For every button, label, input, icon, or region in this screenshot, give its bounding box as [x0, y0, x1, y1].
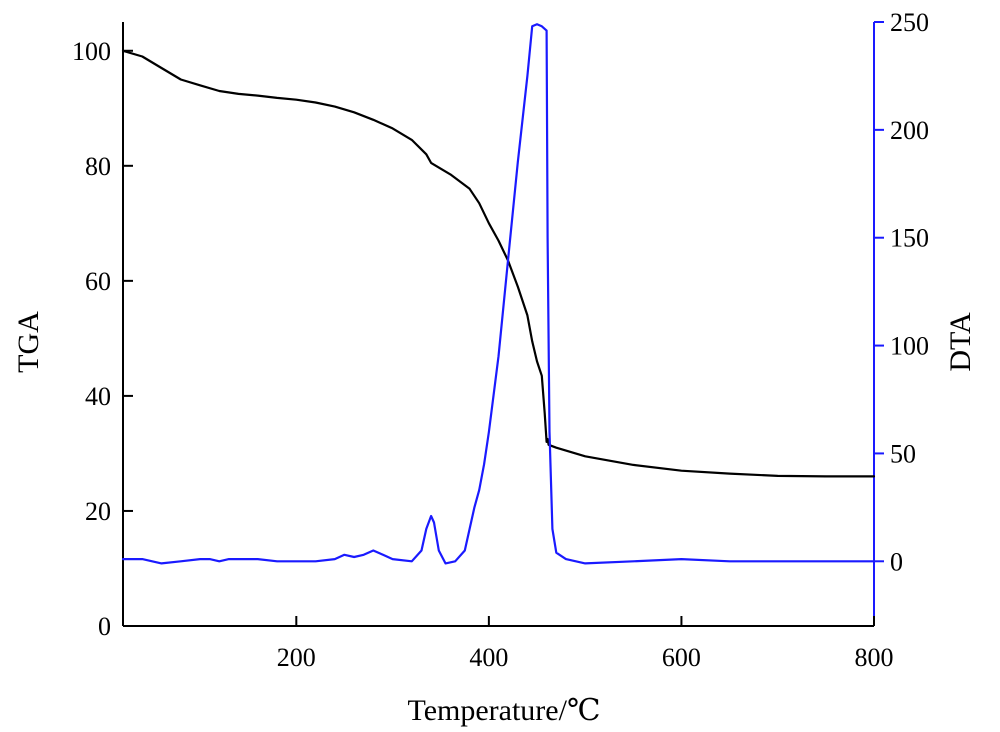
y-right-tick-label: 200 [890, 116, 929, 145]
dta-series-line [121, 23, 876, 565]
y-axis-right: 0 50 100 150 200 250 [874, 8, 929, 576]
y-right-tick-label: 150 [890, 224, 929, 253]
y-left-tick-label: 20 [85, 497, 111, 526]
y-left-tick-label: 40 [85, 382, 111, 411]
x-axis-title: Temperature/℃ [407, 694, 600, 727]
y-axis-left: 0 20 40 60 80 100 [72, 37, 133, 641]
tga-series-line [121, 49, 876, 478]
y-left-tick-label: 100 [72, 37, 111, 66]
y-right-tick-label: 50 [890, 439, 916, 468]
x-tick-label: 400 [469, 643, 508, 672]
x-tick-label: 600 [662, 643, 701, 672]
y-right-tick-label: 100 [890, 332, 929, 361]
y-right-tick-label: 250 [890, 8, 929, 37]
plot-frame [122, 22, 875, 627]
x-tick-label: 800 [855, 643, 894, 672]
y-axis-right-title: DTA [944, 312, 977, 372]
y-left-tick-label: 60 [85, 267, 111, 296]
y-axis-left-title: TGA [12, 311, 45, 373]
y-right-tick-label: 0 [890, 547, 903, 576]
x-axis: 200 400 600 800 [277, 616, 894, 672]
series-layer [121, 23, 876, 565]
y-left-tick-label: 80 [85, 152, 111, 181]
y-left-tick-label: 0 [98, 612, 111, 641]
x-tick-label: 200 [277, 643, 316, 672]
